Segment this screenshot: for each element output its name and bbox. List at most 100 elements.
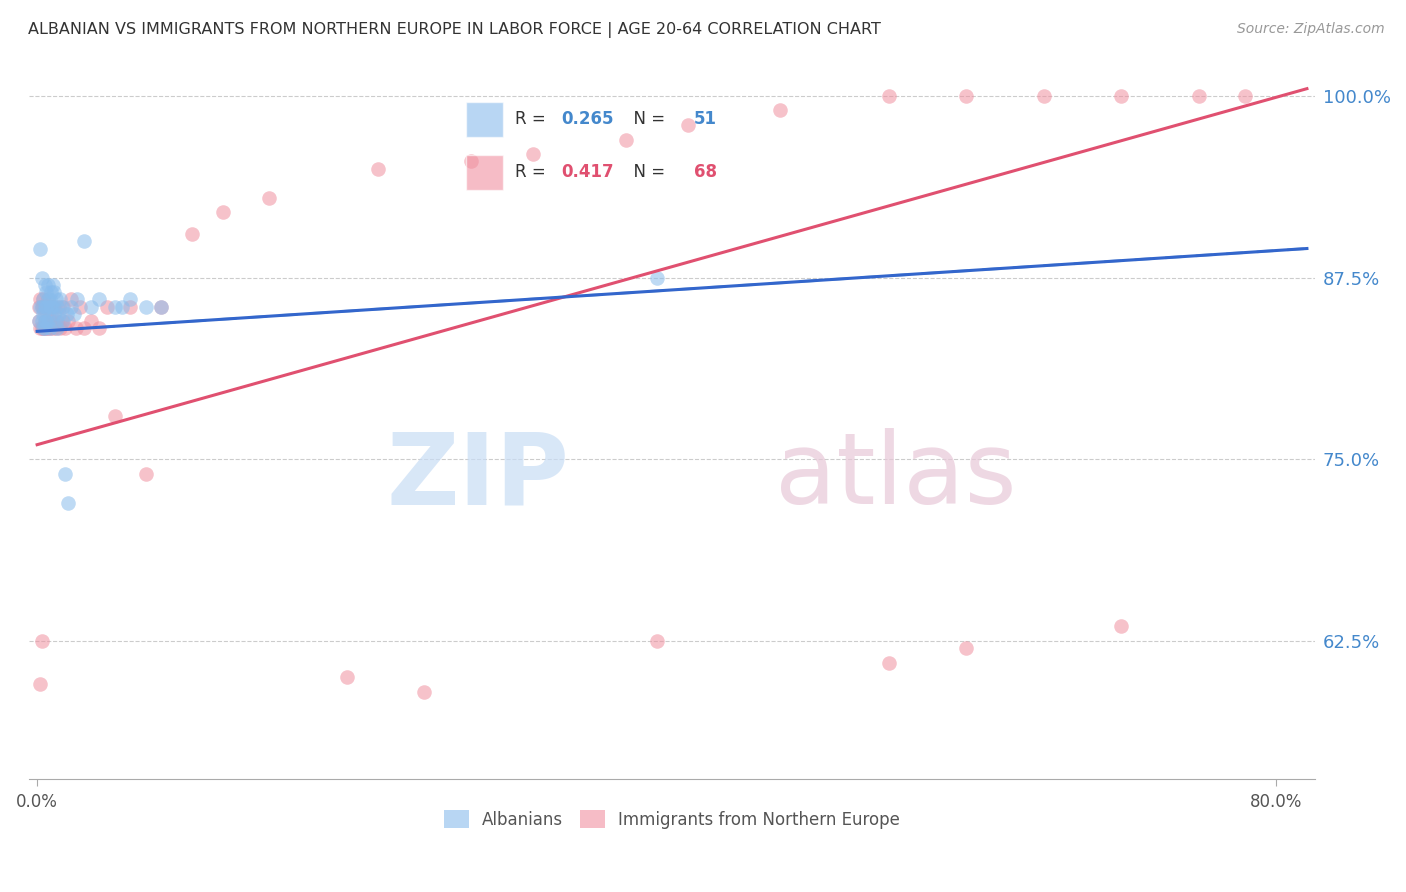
Point	[55, 307, 77, 321]
Point	[32, 293, 55, 307]
Point	[87, 321, 110, 335]
Point	[96, 300, 118, 314]
Point	[53, 321, 76, 335]
Point	[72, 321, 94, 335]
Point	[80, 300, 103, 314]
Point	[31, 633, 53, 648]
Point	[52, 300, 75, 314]
Point	[150, 300, 173, 314]
Point	[38, 321, 60, 335]
Point	[35, 300, 58, 314]
Point	[34, 300, 56, 314]
Point	[32, 300, 55, 314]
Point	[1233, 89, 1256, 103]
Point	[181, 227, 204, 241]
Point	[30, 242, 52, 256]
Point	[45, 314, 67, 328]
Point	[60, 300, 83, 314]
Point	[27, 314, 49, 328]
Point	[111, 300, 134, 314]
Point	[118, 300, 141, 314]
Point	[72, 234, 94, 248]
Point	[48, 300, 70, 314]
Point	[645, 270, 668, 285]
Point	[31, 314, 53, 328]
Point	[69, 300, 91, 314]
Point	[1032, 89, 1054, 103]
Point	[41, 300, 63, 314]
Point	[35, 285, 58, 299]
Point	[44, 314, 66, 328]
Point	[38, 293, 60, 307]
Point	[877, 656, 900, 670]
Point	[38, 321, 60, 335]
Point	[645, 633, 668, 648]
Point	[35, 314, 58, 328]
Point	[51, 300, 73, 314]
Point	[80, 314, 103, 328]
Point	[65, 321, 87, 335]
Point	[34, 321, 56, 335]
Point	[35, 314, 58, 328]
Point	[39, 285, 62, 299]
Point	[38, 300, 60, 314]
Point	[41, 277, 63, 292]
Point	[118, 293, 141, 307]
Point	[103, 409, 125, 423]
Point	[103, 300, 125, 314]
Point	[49, 321, 72, 335]
Point	[45, 293, 67, 307]
Point	[32, 321, 55, 335]
Point	[63, 307, 86, 321]
Text: ALBANIAN VS IMMIGRANTS FROM NORTHERN EUROPE IN LABOR FORCE | AGE 20-64 CORRELATI: ALBANIAN VS IMMIGRANTS FROM NORTHERN EUR…	[28, 22, 882, 38]
Point	[38, 314, 60, 328]
Point	[52, 314, 75, 328]
Point	[31, 300, 53, 314]
Point	[46, 300, 69, 314]
Point	[37, 314, 59, 328]
Point	[49, 293, 72, 307]
Text: atlas: atlas	[775, 428, 1017, 525]
Point	[37, 277, 59, 292]
Point	[46, 321, 69, 335]
Point	[39, 314, 62, 328]
Text: ZIP: ZIP	[387, 428, 569, 525]
Point	[34, 321, 56, 335]
Point	[41, 321, 63, 335]
Point	[27, 314, 49, 328]
Point	[39, 300, 62, 314]
Point	[34, 314, 56, 328]
Point	[60, 293, 83, 307]
Point	[41, 300, 63, 314]
Point	[39, 300, 62, 314]
Point	[56, 314, 79, 328]
Point	[66, 293, 89, 307]
Point	[413, 684, 436, 698]
Point	[1109, 89, 1132, 103]
Point	[31, 321, 53, 335]
Text: Source: ZipAtlas.com: Source: ZipAtlas.com	[1237, 22, 1385, 37]
Point	[30, 293, 52, 307]
Point	[35, 300, 58, 314]
Point	[37, 300, 59, 314]
Point	[35, 321, 58, 335]
Point	[46, 314, 69, 328]
Point	[1109, 619, 1132, 633]
Point	[134, 467, 156, 481]
Point	[44, 300, 66, 314]
Point	[44, 285, 66, 299]
Point	[53, 467, 76, 481]
Point	[45, 321, 67, 335]
Point	[367, 161, 389, 176]
Point	[32, 321, 55, 335]
Point	[37, 321, 59, 335]
Point	[51, 314, 73, 328]
Point	[87, 293, 110, 307]
Point	[37, 293, 59, 307]
Point	[48, 307, 70, 321]
Point	[34, 314, 56, 328]
Point	[769, 103, 792, 118]
Point	[676, 118, 699, 132]
Point	[44, 307, 66, 321]
Point	[877, 89, 900, 103]
